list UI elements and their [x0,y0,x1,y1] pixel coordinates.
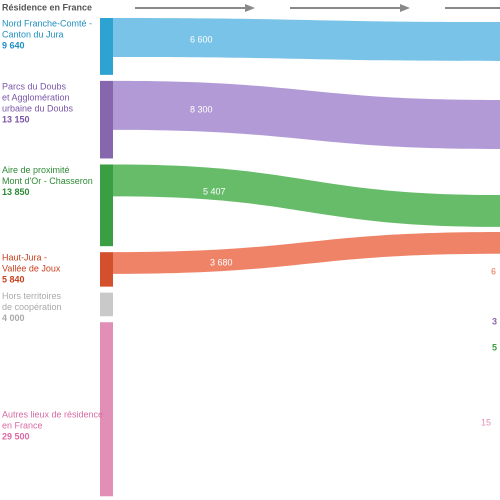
node-value: 13 150 [2,114,30,124]
flow-band [113,232,500,274]
node-bar [100,322,113,497]
node-bar [100,252,113,287]
flow-label: 6 600 [190,34,213,44]
node-name: de coopération [2,302,62,312]
node-bar [100,80,113,159]
node-value: 9 640 [2,40,25,50]
node-name: Nord Franche-Comté - [2,18,92,28]
node-value: 4 000 [2,313,25,323]
right-label: 3 [492,316,497,326]
flow-label: 5 407 [203,186,226,196]
flow-label: 8 300 [190,104,213,114]
flow-band [113,164,500,227]
node-name: urbaine du Doubs [2,103,74,113]
right-label: 15 [481,417,491,427]
right-label: 5 [492,342,497,352]
flow-band [113,18,500,61]
node-bar [100,164,113,247]
node-name: Autres lieux de résidence [2,410,103,420]
chart-title: Résidence en France [2,2,92,12]
flow-label: 3 680 [210,257,233,267]
node-bar [100,18,113,75]
node-name: Canton du Jura [2,29,64,39]
node-name: Haut-Jura - [2,253,47,263]
node-name: Vallée de Joux [2,264,61,274]
node-value: 13 850 [2,187,30,197]
node-bar [100,292,113,317]
flow-band [113,80,500,149]
node-name: Aire de proximité [2,165,70,175]
node-name: en France [2,421,43,431]
right-label: 6 [491,266,496,276]
node-value: 5 840 [2,275,25,285]
node-name: et Agglomération [2,92,70,102]
stage-arrows [135,4,500,12]
node-name: Mont d'Or - Chasseron [2,176,93,186]
node-name: Hors territoires [2,291,62,301]
node-value: 29 500 [2,432,30,442]
node-name: Parcs du Doubs [2,81,67,91]
